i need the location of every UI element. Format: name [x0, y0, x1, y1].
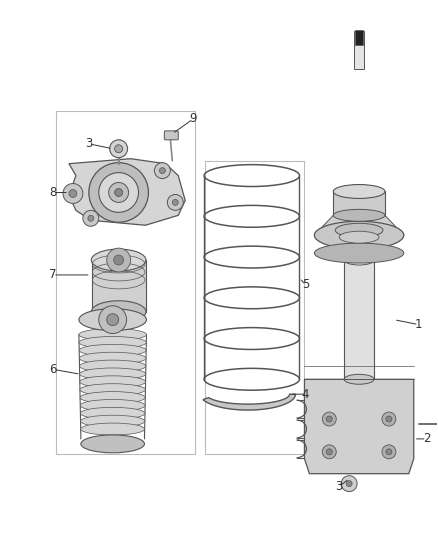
- Ellipse shape: [79, 344, 146, 356]
- Circle shape: [63, 183, 83, 204]
- Text: 5: 5: [302, 278, 309, 292]
- Bar: [333, 191, 385, 215]
- Ellipse shape: [79, 329, 146, 341]
- Polygon shape: [69, 159, 185, 225]
- Text: 4: 4: [302, 387, 309, 401]
- Circle shape: [99, 306, 127, 334]
- Ellipse shape: [79, 336, 146, 349]
- Circle shape: [386, 449, 392, 455]
- Circle shape: [107, 314, 119, 326]
- Circle shape: [322, 445, 336, 459]
- Bar: [355, 29, 363, 45]
- Circle shape: [386, 416, 392, 422]
- Text: 9: 9: [189, 112, 197, 125]
- Circle shape: [326, 416, 332, 422]
- Ellipse shape: [333, 209, 385, 221]
- Circle shape: [167, 195, 183, 211]
- Polygon shape: [203, 394, 296, 410]
- Circle shape: [115, 189, 123, 197]
- Ellipse shape: [344, 255, 374, 265]
- Text: 3: 3: [336, 480, 343, 493]
- Ellipse shape: [333, 184, 385, 198]
- Bar: [92, 260, 146, 312]
- Ellipse shape: [80, 368, 146, 380]
- Circle shape: [89, 163, 148, 222]
- Circle shape: [88, 215, 94, 221]
- Ellipse shape: [81, 423, 145, 435]
- Circle shape: [172, 199, 178, 205]
- Circle shape: [341, 475, 357, 491]
- Text: 6: 6: [49, 363, 57, 376]
- Circle shape: [99, 173, 138, 212]
- Ellipse shape: [81, 407, 145, 419]
- Ellipse shape: [79, 360, 146, 372]
- Ellipse shape: [91, 301, 146, 322]
- Circle shape: [69, 190, 77, 197]
- Circle shape: [346, 481, 352, 487]
- Ellipse shape: [91, 249, 146, 271]
- Circle shape: [107, 248, 131, 272]
- Bar: [354, 31, 364, 69]
- Ellipse shape: [79, 309, 146, 330]
- Text: 7: 7: [49, 269, 57, 281]
- Circle shape: [155, 163, 170, 179]
- Circle shape: [109, 182, 129, 203]
- Ellipse shape: [314, 243, 404, 263]
- Circle shape: [322, 412, 336, 426]
- Circle shape: [83, 211, 99, 226]
- Ellipse shape: [335, 223, 383, 237]
- Bar: [344, 260, 374, 379]
- Circle shape: [114, 255, 124, 265]
- Circle shape: [382, 445, 396, 459]
- Ellipse shape: [314, 221, 404, 249]
- Polygon shape: [304, 379, 414, 474]
- FancyBboxPatch shape: [164, 131, 178, 140]
- Ellipse shape: [79, 352, 146, 364]
- Text: 3: 3: [85, 138, 92, 150]
- Circle shape: [115, 145, 123, 153]
- Ellipse shape: [80, 384, 145, 395]
- Ellipse shape: [344, 374, 374, 384]
- Circle shape: [110, 140, 127, 158]
- Ellipse shape: [80, 376, 145, 388]
- Circle shape: [159, 168, 165, 174]
- Polygon shape: [314, 215, 404, 235]
- Text: 2: 2: [423, 432, 431, 446]
- Circle shape: [382, 412, 396, 426]
- Text: 1: 1: [415, 318, 423, 331]
- Ellipse shape: [81, 435, 145, 453]
- Circle shape: [326, 449, 332, 455]
- Ellipse shape: [80, 392, 145, 403]
- Text: 8: 8: [49, 186, 57, 199]
- Ellipse shape: [80, 399, 145, 411]
- Ellipse shape: [81, 415, 145, 427]
- Ellipse shape: [339, 231, 379, 243]
